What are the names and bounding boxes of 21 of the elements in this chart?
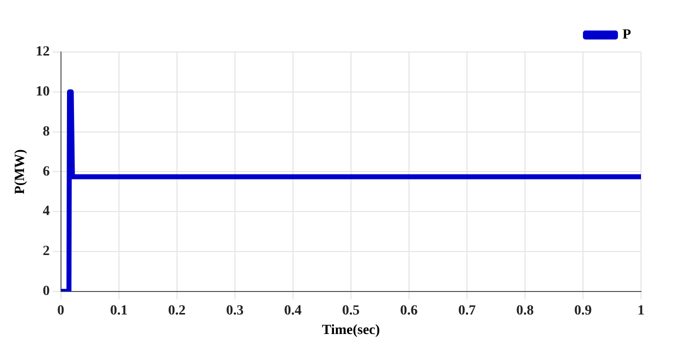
x-tick-label: 0 <box>57 303 64 318</box>
x-tick-label: 0.3 <box>226 303 244 318</box>
y-tick-label: 4 <box>42 204 50 220</box>
x-tick-label: 0.7 <box>458 303 476 318</box>
legend-label: P <box>622 28 632 43</box>
x-axis-title: Time(sec) <box>322 323 380 338</box>
y-tick-label: 12 <box>36 44 50 60</box>
x-tick-label: 0.9 <box>574 303 592 318</box>
y-tick-label: 10 <box>36 84 50 100</box>
y-tick-label: 6 <box>42 164 50 180</box>
x-tick-label: 1 <box>638 303 644 318</box>
x-tick-label: 0.1 <box>110 303 128 318</box>
x-tick-label: 0.2 <box>168 303 186 318</box>
y-tick-label: 8 <box>42 124 50 140</box>
y-tick-label: 2 <box>42 244 50 260</box>
y-tick-label: 0 <box>42 284 50 300</box>
x-tick-label: 0.4 <box>284 303 302 318</box>
x-tick-label: 0.8 <box>516 303 534 318</box>
y-axis-title: P(MW) <box>13 148 28 194</box>
x-tick-label: 0.5 <box>342 303 360 318</box>
x-tick-label: 0.6 <box>400 303 418 318</box>
